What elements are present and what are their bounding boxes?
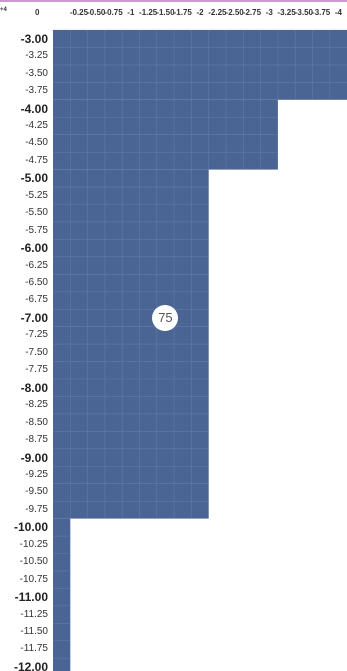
row-label: -10.75 bbox=[19, 573, 48, 585]
corner-label: +4 bbox=[0, 7, 7, 13]
row-label: -11.25 bbox=[20, 608, 48, 620]
row-label: -4.50 bbox=[25, 137, 48, 149]
row-label: -11.00 bbox=[14, 590, 48, 605]
row-label: -3.25 bbox=[25, 50, 48, 62]
row-label: -7.75 bbox=[25, 364, 48, 376]
row-label: -6.25 bbox=[25, 259, 48, 271]
top-accent-bar bbox=[0, 0, 347, 2]
row-label: -9.50 bbox=[25, 486, 48, 498]
row-label: -6.50 bbox=[25, 277, 48, 289]
row-label: -8.75 bbox=[25, 434, 48, 446]
value-badge: 75 bbox=[152, 304, 179, 331]
column-header: +4 0 -0.25 -0.50 -0.75 -1 -1.25 -1.50 -1.75 -2 -2… bbox=[0, 4, 347, 20]
row-label: -7.00 bbox=[20, 310, 48, 325]
column-label: -3.75 bbox=[312, 8, 331, 17]
row-label: -9.25 bbox=[25, 468, 48, 480]
column-label: 0 bbox=[35, 8, 40, 17]
row-label: -6.00 bbox=[20, 241, 48, 256]
column-label: -0.25 bbox=[69, 8, 89, 17]
value-badge-label: 75 bbox=[158, 310, 173, 326]
row-label: -8.25 bbox=[25, 399, 48, 411]
row-label: -12.00 bbox=[13, 659, 48, 671]
column-label: -2.75 bbox=[242, 8, 262, 17]
row-label: -8.50 bbox=[25, 416, 48, 428]
row-label: -3.75 bbox=[25, 85, 48, 97]
row-label: -3.00 bbox=[20, 31, 48, 46]
column-label: -1.75 bbox=[173, 8, 192, 17]
row-label: -8.00 bbox=[20, 380, 48, 395]
row-label: -5.00 bbox=[20, 171, 48, 186]
column-label: -0.75 bbox=[104, 8, 123, 17]
column-label: -2.25 bbox=[208, 8, 227, 17]
row-label: -11.50 bbox=[20, 626, 48, 638]
row-label: -11.75 bbox=[20, 643, 48, 655]
row-label: -9.00 bbox=[20, 450, 48, 465]
row-label: -4.25 bbox=[25, 119, 48, 131]
row-label: -6.75 bbox=[25, 294, 48, 306]
column-label: -3.25 bbox=[277, 8, 296, 17]
row-label: -7.50 bbox=[25, 346, 48, 358]
row-label: -5.50 bbox=[25, 207, 48, 219]
row-label: -10.25 bbox=[19, 538, 48, 550]
column-label: -3.50 bbox=[294, 8, 313, 17]
row-label: -4.75 bbox=[25, 154, 48, 166]
column-label: -2 bbox=[196, 8, 204, 17]
row-label: -4.00 bbox=[20, 101, 48, 116]
column-label: -1.50 bbox=[156, 8, 175, 17]
column-label: -3 bbox=[265, 8, 273, 17]
column-label: -2.50 bbox=[225, 8, 244, 17]
column-label: -4 bbox=[334, 8, 342, 17]
row-label: -10.00 bbox=[13, 520, 48, 535]
row-header: -3.00 -3.25 -3.50 -3.75 -4.00 -4.25 -4.50 -4.75… bbox=[0, 0, 50, 671]
row-label: -10.50 bbox=[19, 556, 48, 568]
row-label: -5.25 bbox=[25, 189, 48, 201]
column-label: -1 bbox=[127, 8, 135, 17]
column-label: -1.25 bbox=[139, 8, 158, 17]
column-label: -0.50 bbox=[87, 8, 106, 17]
row-label: -5.75 bbox=[25, 224, 48, 236]
row-label: -9.75 bbox=[25, 503, 48, 515]
row-label: -3.50 bbox=[25, 67, 48, 79]
row-label: -7.25 bbox=[25, 329, 48, 341]
coverage-band bbox=[53, 518, 71, 671]
